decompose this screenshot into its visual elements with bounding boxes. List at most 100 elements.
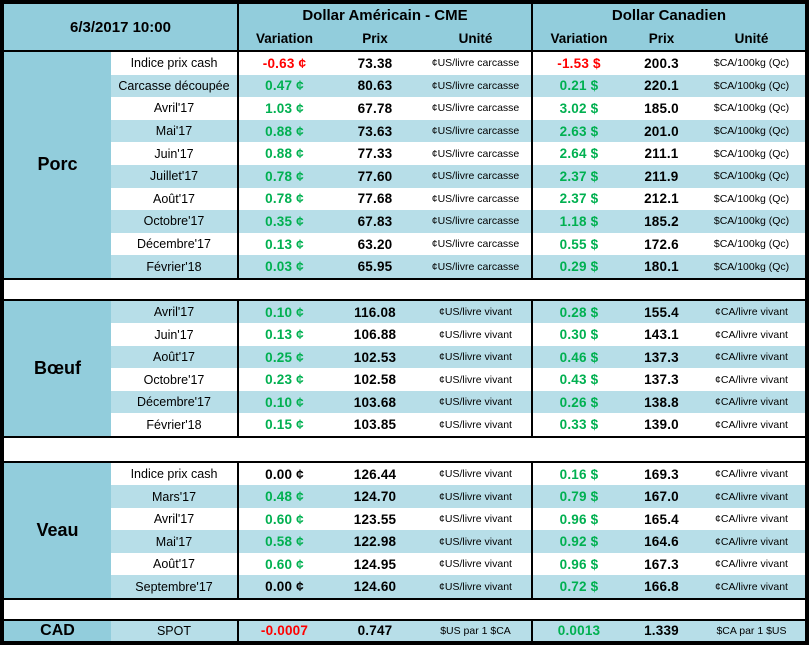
- us-variation: -0.0007: [260, 623, 309, 639]
- ca-price: 220.1: [644, 78, 679, 94]
- row-label: Février'18: [146, 259, 202, 274]
- table-row: Février'18 0.15 ¢ 103.85 ¢US/livre vivant 0.…: [111, 413, 805, 436]
- us-price: 116.08: [354, 304, 396, 320]
- table-row: Indice prix cash 0.00 ¢ 126.44 ¢US/livre vi…: [111, 462, 805, 486]
- section-label-porc: Porc: [4, 52, 111, 278]
- us-unit: ¢US/livre vivant: [439, 558, 512, 571]
- us-variation: 0.60 ¢: [265, 511, 304, 527]
- ca-variation: 3.02 $: [559, 100, 599, 116]
- us-price: 77.68: [357, 191, 393, 207]
- table-row: Mai'17 0.88 ¢ 73.63 ¢US/livre carcasse 2.63 …: [111, 119, 805, 143]
- table-body: Porc Indice prix cash -0.63 ¢ 73.38 ¢US/livr…: [4, 52, 805, 641]
- divider: [531, 52, 533, 75]
- divider: [531, 4, 533, 50]
- ca-price: 211.1: [644, 146, 679, 162]
- us-col-variation: Variation: [255, 31, 314, 46]
- ca-price: 137.3: [644, 372, 679, 388]
- divider: [237, 323, 239, 346]
- row-label: Août'17: [152, 191, 195, 206]
- divider: [531, 255, 533, 278]
- ca-price: 164.6: [644, 534, 679, 550]
- table-row: Mars'17 0.48 ¢ 124.70 ¢US/livre vivant 0.79 …: [111, 485, 805, 508]
- row-label: Avril'17: [153, 101, 195, 116]
- divider: [237, 507, 239, 531]
- us-variation: 0.78 ¢: [265, 191, 304, 207]
- divider: [237, 575, 239, 598]
- ca-variation: 1.18 $: [559, 213, 599, 229]
- us-price: 103.85: [353, 417, 397, 433]
- us-price: 124.60: [353, 579, 397, 595]
- row-label: Indice prix cash: [130, 467, 218, 482]
- ca-price: 139.0: [644, 417, 679, 433]
- ca-unit: $CA/100kg (Qc): [713, 192, 790, 205]
- row-label: SPOT: [156, 623, 192, 638]
- divider: [531, 97, 533, 120]
- divider: [531, 390, 533, 414]
- us-variation: 0.35 ¢: [265, 213, 304, 229]
- us-price: 123.55: [353, 511, 397, 527]
- ca-price: 201.0: [644, 123, 679, 139]
- us-variation: 0.15 ¢: [265, 417, 304, 433]
- ca-unit: ¢CA/livre vivant: [715, 351, 788, 364]
- divider: [237, 74, 239, 98]
- divider: [531, 345, 533, 369]
- ca-unit: $CA/100kg (Qc): [713, 147, 790, 160]
- row-label: Août'17: [152, 350, 195, 365]
- us-price: 65.95: [357, 259, 393, 275]
- us-price: 77.33: [357, 146, 393, 162]
- divider: [237, 462, 239, 486]
- table-row: Août'17 0.25 ¢ 102.53 ¢US/livre vivant 0.46 …: [111, 345, 805, 369]
- divider: [237, 345, 239, 369]
- section-gap: [4, 437, 805, 461]
- section-label-veau: Veau: [4, 462, 111, 598]
- us-unit: ¢US/livre vivant: [439, 396, 512, 409]
- divider: [531, 210, 533, 233]
- divider: [237, 210, 239, 233]
- divider: [531, 119, 533, 143]
- us-unit: ¢US/livre vivant: [439, 468, 512, 481]
- us-unit: ¢US/livre vivant: [439, 373, 512, 386]
- divider: [531, 368, 533, 391]
- table-row: Août'17 0.78 ¢ 77.68 ¢US/livre carcasse 2.37…: [111, 187, 805, 211]
- section-porc: Porc Indice prix cash -0.63 ¢ 73.38 ¢US/livr…: [4, 52, 805, 278]
- us-price: 124.70: [353, 489, 397, 505]
- section-cad: CAD SPOT -0.0007 0.747 $US par 1 $CA 0.0013 1.…: [4, 620, 805, 641]
- ca-price: 185.2: [644, 213, 679, 229]
- row-label: Juin'17: [154, 327, 194, 342]
- ca-unit: ¢CA/livre vivant: [715, 328, 788, 341]
- section-gap: [4, 279, 805, 299]
- divider: [237, 620, 239, 641]
- us-variation: 0.25 ¢: [265, 349, 304, 365]
- us-variation: 1.03 ¢: [265, 100, 304, 116]
- ca-unit: ¢CA/livre vivant: [715, 513, 788, 526]
- ca-col-variation: Variation: [550, 31, 608, 46]
- divider: [237, 530, 239, 553]
- divider: [237, 97, 239, 120]
- ca-price: 143.1: [644, 327, 679, 343]
- row-label: Mars'17: [151, 489, 197, 504]
- section-rows: Indice prix cash 0.00 ¢ 126.44 ¢US/livre vi…: [111, 462, 805, 598]
- table-row: Juin'17 0.88 ¢ 77.33 ¢US/livre carcasse 2.64…: [111, 142, 805, 165]
- divider: [531, 552, 533, 576]
- table-row: Février'18 0.03 ¢ 65.95 ¢US/livre carcasse 0…: [111, 255, 805, 278]
- row-label: Juin'17: [154, 146, 194, 161]
- ca-price: 211.9: [644, 168, 679, 184]
- row-label: Décembre'17: [137, 395, 211, 410]
- us-unit: ¢US/livre carcasse: [431, 192, 520, 205]
- divider: [531, 164, 533, 188]
- table-row: Octobre'17 0.35 ¢ 67.83 ¢US/livre carcasse 1…: [111, 210, 805, 233]
- ca-variation: 0.29 $: [559, 259, 599, 275]
- divider: [237, 4, 239, 50]
- divider: [4, 50, 805, 52]
- us-price: 67.78: [357, 100, 393, 116]
- divider: [4, 277, 805, 280]
- divider: [4, 435, 805, 438]
- us-unit: ¢US/livre carcasse: [431, 238, 520, 251]
- ca-unit: $CA par 1 $US: [716, 624, 787, 637]
- ca-unit: $CA/100kg (Qc): [713, 260, 790, 273]
- ca-price: 200.3: [644, 55, 679, 71]
- ca-unit: ¢CA/livre vivant: [715, 396, 788, 409]
- ca-price: 167.0: [644, 489, 679, 505]
- ca-variation: 0.55 $: [559, 236, 599, 252]
- ca-price: 212.1: [644, 191, 679, 207]
